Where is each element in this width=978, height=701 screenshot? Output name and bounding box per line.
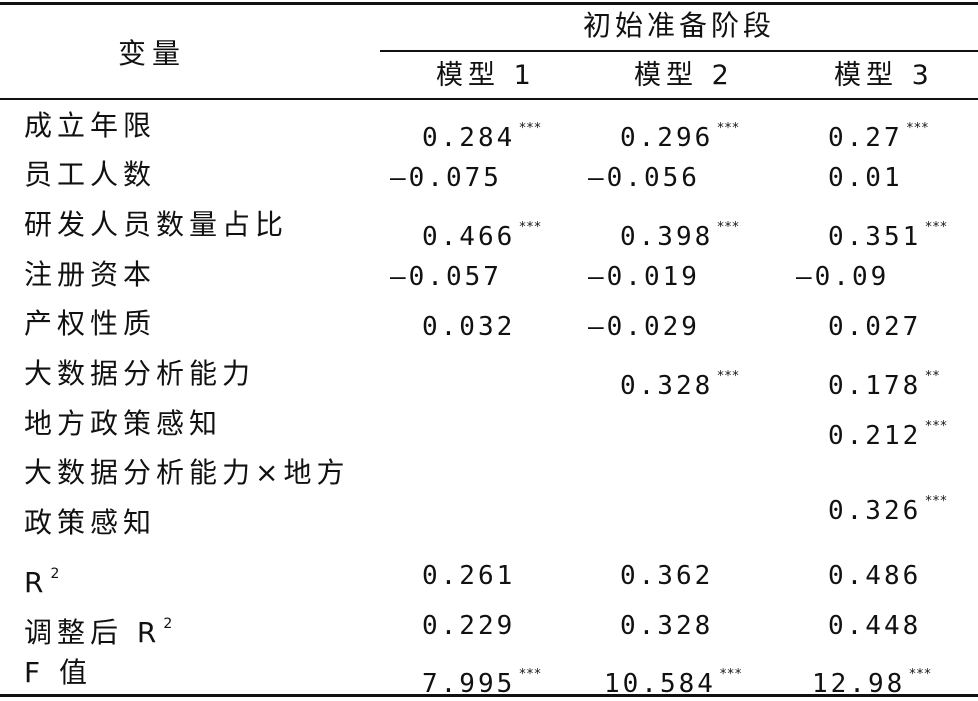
table-top-rule [0, 2, 978, 5]
group-header-rule [380, 50, 978, 52]
table-cell: 0.212 *** [828, 419, 948, 451]
table-cell: 0.326 *** [828, 494, 948, 526]
header-bottom-rule [0, 98, 978, 100]
table-cell: —0.09 [796, 262, 890, 292]
table-cell: —0.075 [390, 163, 502, 193]
table-cell: 0.486 [828, 561, 922, 591]
row-label: 大数据分析能力 [24, 357, 256, 390]
model-1-header: 模型 1 [436, 60, 536, 91]
table-cell: 0.284 *** [422, 121, 542, 153]
table-cell: 12.98 *** [812, 667, 932, 699]
table-cell: 0.466 *** [422, 220, 542, 252]
row-label: 注册资本 [24, 258, 157, 291]
row-label-line-2: 政策感知 [24, 506, 157, 539]
row-label: 员工人数 [24, 158, 157, 191]
table-cell: 0.398 *** [620, 220, 740, 252]
variable-column-header: 变量 [118, 37, 187, 70]
table-cell: —0.056 [588, 163, 700, 193]
table-cell: 0.01 [828, 163, 903, 193]
table-cell: —0.019 [588, 262, 700, 292]
table-cell: 7.995 *** [422, 667, 542, 699]
row-label: 产权性质 [24, 307, 157, 340]
table-cell: 0.178 ** [828, 369, 941, 401]
table-cell: 0.296 *** [620, 121, 740, 153]
table-cell: 0.362 [620, 561, 714, 591]
table-cell: 0.261 [422, 561, 516, 591]
row-label: 地方政策感知 [24, 407, 223, 440]
row-label-line-1: 大数据分析能力×地方 [24, 456, 350, 489]
table-cell: 0.032 [422, 312, 516, 342]
table-bottom-rule [0, 694, 978, 697]
table-cell: 0.328 [620, 611, 714, 641]
model-2-header: 模型 2 [634, 60, 734, 91]
group-column-header: 初始准备阶段 [582, 9, 775, 42]
table-cell: 0.027 [828, 312, 922, 342]
table-cell: —0.057 [390, 262, 502, 292]
table-cell: 0.328 *** [620, 369, 740, 401]
row-label: F 值 [24, 656, 93, 689]
table-cell: 0.27 *** [828, 121, 930, 153]
table-cell: 0.351 *** [828, 220, 948, 252]
model-3-header: 模型 3 [834, 60, 934, 91]
row-label: 研发人员数量占比 [24, 208, 289, 241]
table-cell: —0.029 [588, 312, 700, 342]
row-label: 成立年限 [24, 109, 157, 142]
table-cell: 10.584 *** [604, 667, 743, 699]
table-cell: 0.229 [422, 611, 516, 641]
table-cell: 0.448 [828, 611, 922, 641]
